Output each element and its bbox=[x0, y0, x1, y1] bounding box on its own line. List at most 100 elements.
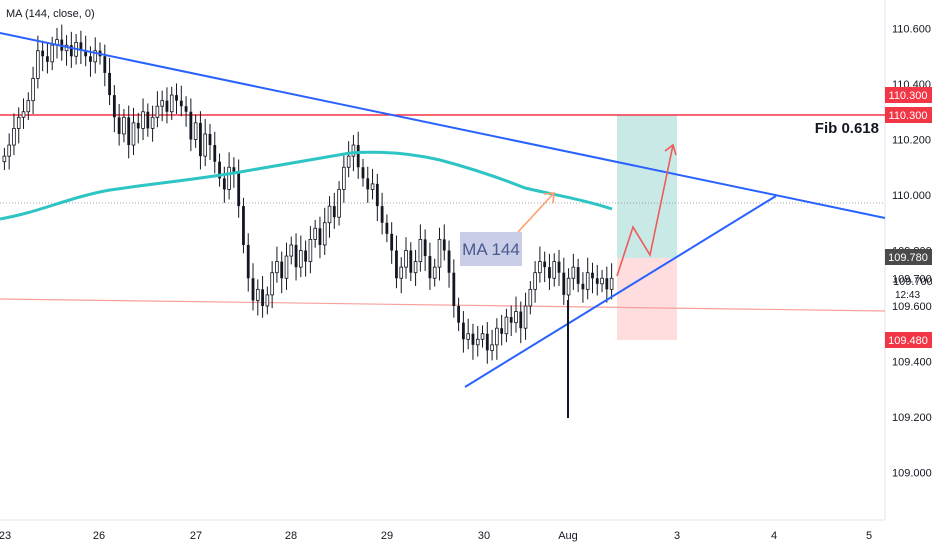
y-tick-label: 110.600 bbox=[892, 24, 931, 36]
svg-text:109.780: 109.780 bbox=[888, 252, 928, 264]
candle-body bbox=[31, 78, 35, 102]
candle-body bbox=[514, 311, 518, 324]
candle-body bbox=[193, 122, 198, 140]
candle-body bbox=[199, 122, 202, 157]
candle-body bbox=[208, 133, 212, 146]
candle-body bbox=[79, 42, 83, 51]
candle-body bbox=[175, 95, 178, 101]
candle-body bbox=[327, 205, 332, 224]
candle-body bbox=[2, 155, 7, 163]
candle-body bbox=[232, 167, 236, 173]
candle-body bbox=[108, 72, 111, 96]
candle-body bbox=[504, 316, 509, 335]
candle-body bbox=[275, 261, 279, 274]
candle-body bbox=[591, 272, 594, 279]
candle-body bbox=[304, 250, 308, 262]
candle-body bbox=[500, 328, 504, 334]
fib-label: Fib 0.618 bbox=[815, 120, 879, 137]
candle-body bbox=[571, 266, 576, 279]
candle-body bbox=[46, 56, 49, 62]
candle-body bbox=[227, 166, 231, 190]
candle-body bbox=[280, 261, 284, 279]
candle-body bbox=[538, 261, 542, 274]
candle-body bbox=[127, 117, 131, 146]
x-tick-label: 29 bbox=[381, 530, 393, 542]
ma-arrow bbox=[517, 192, 555, 233]
candle-body bbox=[12, 127, 16, 146]
candle-body bbox=[69, 45, 73, 57]
candle-body bbox=[543, 261, 547, 268]
countdown-label: 12:43 bbox=[895, 290, 920, 301]
candle-body bbox=[141, 111, 145, 129]
y-tick-label: 109.600 bbox=[892, 301, 932, 313]
candle-body bbox=[237, 172, 241, 207]
candle-body bbox=[294, 244, 298, 268]
x-tick-label: Aug bbox=[558, 530, 578, 542]
candle-body bbox=[308, 238, 313, 262]
ma-144-line[interactable] bbox=[0, 150, 613, 221]
candle-body bbox=[179, 100, 183, 107]
candle-body bbox=[246, 244, 250, 279]
x-tick-label: 4 bbox=[771, 530, 777, 542]
candle-body bbox=[332, 206, 336, 218]
candle-body bbox=[447, 250, 451, 273]
candle-body bbox=[461, 322, 465, 340]
candle-body bbox=[89, 56, 92, 62]
x-tick-label: 30 bbox=[478, 530, 490, 542]
ascending-trendline[interactable] bbox=[464, 195, 777, 388]
candle-body bbox=[366, 178, 370, 190]
candle-body bbox=[519, 311, 523, 329]
candle-body bbox=[495, 327, 499, 346]
candle-body bbox=[50, 44, 55, 63]
candle-body bbox=[136, 122, 140, 129]
candle-body bbox=[523, 305, 528, 329]
candle-body bbox=[548, 267, 551, 279]
candle-body bbox=[7, 144, 11, 157]
candle-body bbox=[595, 278, 599, 284]
svg-text:110.300: 110.300 bbox=[889, 110, 928, 122]
stop-loss-zone[interactable] bbox=[617, 258, 677, 340]
candle-body bbox=[437, 238, 442, 268]
candle-body bbox=[21, 111, 26, 118]
candle-body bbox=[609, 277, 614, 290]
candle-body bbox=[155, 105, 160, 118]
candle-body bbox=[218, 161, 221, 179]
support-line[interactable] bbox=[0, 298, 886, 312]
candle-body bbox=[576, 267, 580, 284]
candle-body bbox=[16, 116, 21, 129]
candle-body bbox=[103, 56, 107, 73]
take-profit-zone[interactable] bbox=[617, 115, 677, 258]
y-tick-label: 110.200 bbox=[892, 135, 931, 147]
candle-body bbox=[528, 288, 533, 307]
candle-body bbox=[385, 222, 389, 234]
candle-body bbox=[370, 183, 375, 190]
y-tick-label: 109.000 bbox=[892, 468, 932, 480]
candle-body bbox=[413, 261, 418, 274]
descending-trendline[interactable] bbox=[0, 32, 886, 219]
candle-body bbox=[346, 155, 351, 168]
candle-body bbox=[442, 239, 446, 251]
candle-body bbox=[36, 50, 40, 79]
candle-body bbox=[466, 333, 470, 340]
candle-body bbox=[432, 266, 437, 279]
x-axis-ticks: 23 26 27 28 29 30 Aug 3 4 5 bbox=[0, 530, 872, 542]
candle-body bbox=[600, 277, 604, 285]
y-tick-label: 109.700 bbox=[892, 273, 932, 285]
candle-body bbox=[480, 333, 485, 340]
candle-body bbox=[428, 256, 432, 279]
x-tick-label: 3 bbox=[674, 530, 680, 542]
ma-label-box bbox=[460, 232, 522, 266]
candle-body bbox=[84, 50, 88, 57]
candle-body bbox=[146, 111, 150, 129]
badge-fib: 110.300 bbox=[885, 107, 932, 123]
x-tick-label: 26 bbox=[93, 530, 105, 542]
candle-body bbox=[270, 272, 274, 296]
candle-body bbox=[213, 145, 217, 162]
badge-stop: 109.480 bbox=[885, 332, 932, 348]
candle-body bbox=[289, 244, 294, 257]
candle-body bbox=[557, 261, 561, 273]
candle-body bbox=[395, 250, 398, 279]
candle-body bbox=[222, 178, 226, 190]
plot-area[interactable] bbox=[0, 0, 885, 520]
